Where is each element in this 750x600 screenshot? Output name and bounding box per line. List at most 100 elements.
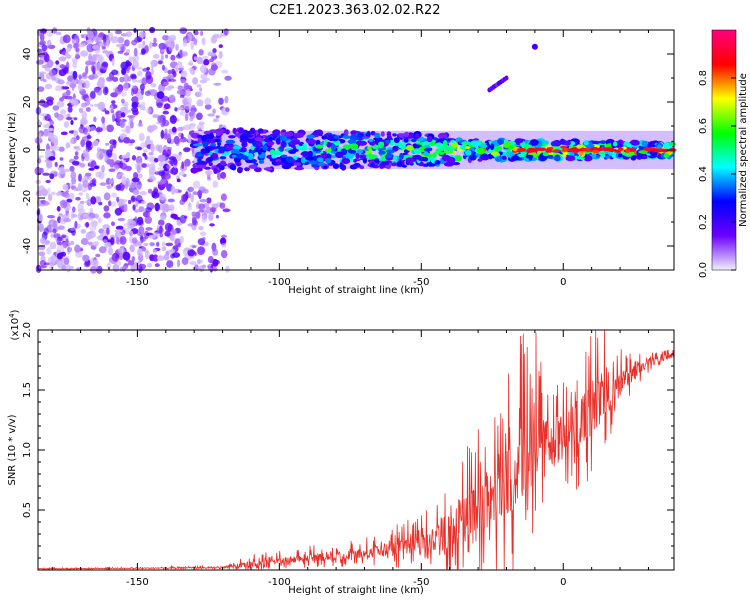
carrier-blob — [544, 140, 549, 146]
noise-blob — [66, 198, 73, 203]
noise-blob — [74, 220, 78, 229]
colorbar-tick-label: 0.0 — [698, 262, 709, 278]
carrier-blob — [579, 149, 584, 156]
carrier-blob — [399, 153, 404, 160]
noise-blob — [147, 188, 153, 194]
noise-blob — [150, 67, 154, 75]
noise-blob — [80, 237, 89, 246]
noise-blob — [62, 86, 70, 90]
noise-blob — [80, 139, 86, 148]
noise-blob — [200, 30, 204, 36]
snr-x-axis: -150 -100 -50 0 — [51, 330, 649, 588]
noise-blob — [127, 76, 132, 82]
carrier-blob — [374, 158, 380, 164]
noise-blob — [194, 264, 199, 271]
noise-blob — [135, 79, 143, 83]
carrier-peak-blob — [617, 147, 624, 151]
carrier-blob — [378, 150, 386, 155]
noise-blob — [47, 193, 53, 202]
y-tick-label: -40 — [22, 238, 33, 254]
noise-blob — [192, 77, 199, 85]
noise-blob — [132, 204, 136, 211]
carrier-blob — [232, 127, 237, 135]
carrier-blob — [280, 154, 288, 158]
carrier-blob — [391, 162, 397, 167]
noise-blob — [64, 192, 70, 199]
carrier-blob — [206, 157, 213, 163]
noise-blob — [163, 103, 171, 110]
noise-blob — [175, 44, 179, 51]
noise-blob — [80, 50, 89, 57]
noise-blob — [200, 73, 207, 80]
noise-blob — [116, 44, 124, 48]
noise-blob — [50, 233, 55, 238]
noise-blob — [106, 124, 114, 133]
noise-blob — [196, 56, 203, 64]
noise-blob — [141, 77, 148, 86]
carrier-blob — [238, 128, 244, 134]
noise-blob — [212, 48, 217, 54]
noise-blob — [117, 232, 122, 238]
carrier-blob — [511, 155, 520, 161]
noise-blob — [87, 30, 94, 40]
noise-blob — [78, 42, 86, 48]
carrier-peak-blob — [658, 148, 663, 152]
x-tick-label: 0 — [560, 277, 566, 288]
noise-blob — [145, 207, 152, 213]
carrier-blob — [450, 139, 455, 143]
noise-blob — [204, 170, 213, 175]
noise-blob — [184, 247, 192, 251]
noise-blob — [111, 58, 115, 67]
noise-blob — [133, 47, 138, 57]
noise-blob — [104, 110, 110, 115]
noise-blob — [170, 185, 176, 195]
noise-blob — [146, 135, 151, 141]
noise-blob — [132, 109, 139, 116]
noise-blob — [172, 70, 177, 78]
noise-blob — [69, 138, 75, 145]
noise-blob — [160, 129, 165, 139]
noise-blob — [209, 223, 215, 227]
noise-blob — [74, 244, 81, 253]
noise-blob — [97, 217, 102, 224]
noise-blob — [108, 246, 113, 256]
carrier-blob — [215, 164, 222, 168]
colorbar-gradient — [712, 30, 736, 270]
noise-blob — [114, 87, 122, 95]
snr-y-label: SNR (10 * v/v) — [7, 414, 18, 485]
noise-blob — [56, 238, 62, 245]
noise-blob — [206, 197, 212, 204]
x-tick-label: -150 — [126, 277, 149, 288]
carrier-blob — [257, 128, 264, 134]
noise-blob — [88, 74, 95, 80]
noise-blob — [143, 149, 148, 153]
carrier-blob — [481, 155, 490, 161]
noise-blob — [131, 101, 140, 105]
carrier-blob — [477, 158, 483, 162]
noise-blob — [104, 242, 109, 249]
noise-blob — [125, 49, 131, 54]
noise-blob — [56, 206, 61, 212]
noise-blob — [95, 171, 102, 178]
noise-blob — [152, 254, 159, 262]
noise-blob — [141, 200, 146, 205]
carrier-blob — [305, 155, 315, 161]
carrier-peak-blob — [574, 148, 582, 152]
noise-blob — [177, 61, 183, 67]
noise-blob — [77, 80, 82, 85]
snr-series-line — [37, 330, 675, 571]
carrier-blob — [542, 152, 549, 157]
noise-blob — [140, 142, 146, 149]
noise-blob — [66, 116, 73, 121]
noise-blob — [93, 88, 100, 93]
noise-blob — [201, 188, 209, 194]
carrier-blob — [284, 131, 294, 137]
noise-blob — [199, 87, 203, 92]
noise-blob — [156, 102, 163, 109]
noise-blob — [140, 235, 144, 244]
noise-blob — [224, 75, 232, 81]
noise-blob — [121, 91, 127, 97]
noise-blob — [148, 152, 154, 156]
noise-blob — [197, 246, 205, 256]
carrier-blob — [307, 150, 313, 158]
